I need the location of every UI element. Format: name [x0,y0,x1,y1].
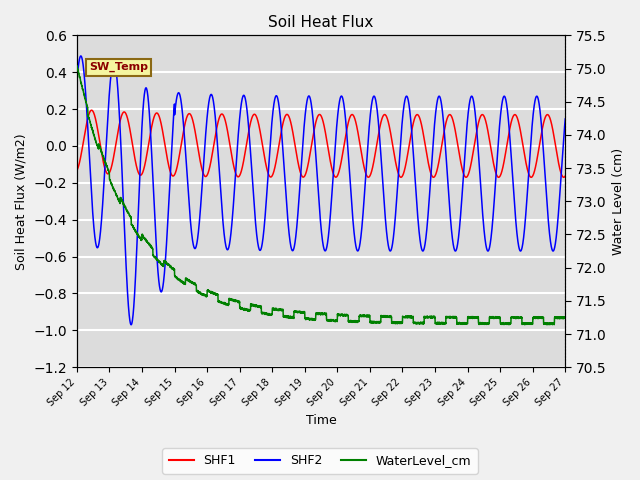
Y-axis label: Water Level (cm): Water Level (cm) [612,148,625,255]
Text: SW_Temp: SW_Temp [89,62,148,72]
Y-axis label: Soil Heat Flux (W/m2): Soil Heat Flux (W/m2) [15,133,28,270]
Title: Soil Heat Flux: Soil Heat Flux [268,15,374,30]
Legend: SHF1, SHF2, WaterLevel_cm: SHF1, SHF2, WaterLevel_cm [163,448,477,474]
X-axis label: Time: Time [306,414,337,427]
